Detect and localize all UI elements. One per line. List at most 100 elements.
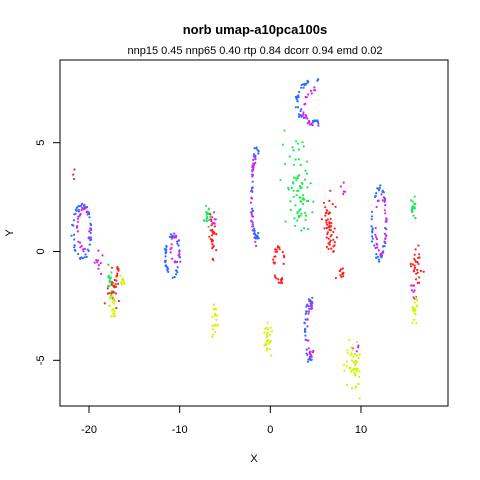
data-point-s3-c6: [417, 262, 420, 265]
x-axis-label: X: [250, 453, 258, 465]
data-point-s3-c4: [327, 247, 330, 251]
x-tick-label: 10: [355, 424, 367, 436]
data-point-s1-c0: [76, 220, 80, 223]
data-point-s1-c0: [77, 215, 80, 218]
data-point-s1-c0: [88, 230, 91, 233]
data-point-s0-c5: [373, 195, 376, 199]
data-point-s3-c4: [331, 203, 334, 206]
data-point-s3-c4: [335, 236, 338, 239]
data-point-s1-c4: [251, 225, 254, 228]
data-point-s2-c2: [283, 162, 287, 166]
data-point-s1-c5: [317, 124, 320, 127]
data-point-s2-c2: [297, 158, 300, 161]
data-point-s4-c0: [111, 308, 114, 311]
data-point-s1-c5: [308, 120, 311, 123]
data-point-s4-c2: [212, 328, 215, 331]
data-point-s0-c2: [253, 230, 256, 233]
data-point-s0-c0: [74, 249, 77, 252]
data-point-s3-c6: [411, 263, 414, 266]
data-point-s3-c6: [419, 269, 422, 272]
data-point-s3-c3: [280, 280, 283, 283]
data-point-s4-c3: [268, 347, 271, 350]
data-point-s4-c0: [112, 297, 115, 301]
data-point-s0-c0: [72, 224, 75, 227]
data-point-s0-c0: [77, 252, 80, 256]
data-point-s3-c3: [282, 262, 285, 265]
data-point-s0-c4: [305, 310, 308, 313]
data-point-s3-c4: [328, 211, 332, 214]
data-point-s0-c5: [375, 256, 378, 259]
data-point-s2-c2: [302, 227, 306, 230]
data-point-s2-c2: [287, 188, 290, 191]
data-point-s0-c4: [303, 321, 306, 324]
data-point-s1-c7: [380, 252, 383, 255]
data-point-s2-c2: [301, 203, 305, 206]
data-point-s3-c6: [413, 267, 416, 270]
data-point-s1-c7: [385, 218, 388, 221]
data-point-s1-c4: [251, 173, 254, 176]
data-point-s0-c4: [307, 358, 310, 361]
data-point-s2-c1: [206, 220, 209, 223]
data-point-s0-c0: [78, 205, 81, 208]
data-point-s3-c4: [325, 227, 328, 230]
data-point-s4-c2: [216, 323, 219, 326]
data-point-s1-c0: [80, 209, 83, 212]
data-point-s3-c3: [277, 281, 280, 284]
data-point-s3-c0: [115, 279, 118, 282]
data-point-s3-c3: [281, 281, 284, 285]
data-point-s0-c2: [257, 231, 260, 235]
data-point-s1-c0: [76, 230, 80, 233]
data-point-s4-c0: [111, 295, 114, 298]
data-point-s0-c5: [378, 260, 381, 263]
data-point-s1-c7: [385, 234, 388, 238]
data-point-s1-c6: [309, 305, 312, 308]
data-point-s4-c0: [114, 315, 117, 318]
data-point-s3-c7: [73, 168, 76, 171]
data-point-s0-c5: [371, 237, 374, 240]
data-point-s2-c2: [304, 214, 308, 217]
data-point-s2-c2: [300, 186, 303, 189]
data-point-s4-c2: [213, 324, 216, 327]
data-point-s2-c2: [295, 140, 298, 143]
data-point-s1-c7: [381, 199, 384, 202]
data-point-s1-c10: [339, 185, 342, 188]
data-point-s0-c0: [75, 206, 79, 209]
data-point-s0-c2: [253, 147, 256, 150]
data-point-s3-c5: [338, 269, 342, 272]
data-point-s4-c2: [211, 324, 214, 327]
data-point-s0-c2: [251, 223, 254, 226]
data-point-s1-c5: [309, 89, 312, 92]
data-point-s1-c1: [93, 261, 96, 264]
data-point-s3-c2: [210, 234, 214, 237]
x-tick-label: -20: [81, 424, 97, 436]
data-point-s2-c2: [305, 172, 309, 175]
data-point-s2-c2: [297, 214, 300, 218]
data-point-s0-c5: [378, 189, 381, 192]
data-point-s4-c2: [214, 330, 217, 333]
data-point-s2-c2: [295, 177, 298, 180]
data-point-s4-c5: [413, 308, 417, 311]
data-point-s3-c3: [277, 278, 280, 281]
data-point-s0-c2: [252, 158, 255, 161]
data-point-s3-c2: [211, 230, 215, 233]
data-point-s1-c4: [249, 201, 252, 204]
data-point-s2-c1: [207, 225, 210, 228]
data-point-s2-c1: [203, 219, 206, 222]
data-point-s3-c0: [115, 307, 118, 310]
data-point-s3-c4: [324, 211, 327, 214]
data-point-s4-c3: [266, 339, 269, 342]
data-point-s2-c1: [207, 207, 210, 210]
data-point-s0-c0: [77, 210, 81, 213]
data-point-s0-c1: [176, 242, 179, 245]
data-point-s2-c2: [292, 149, 295, 152]
data-point-s3-c3: [272, 258, 275, 261]
data-point-s1-c1: [101, 254, 104, 257]
data-point-s4-c4: [349, 370, 352, 373]
plot-frame: [59, 59, 449, 407]
data-point-s4-c4: [349, 366, 352, 369]
data-point-s3-c0: [106, 287, 109, 290]
data-point-s2-c3: [412, 214, 415, 217]
data-point-s1-c2: [173, 261, 176, 264]
data-point-s2-c2: [297, 148, 301, 151]
data-point-s0-c1: [176, 266, 179, 269]
